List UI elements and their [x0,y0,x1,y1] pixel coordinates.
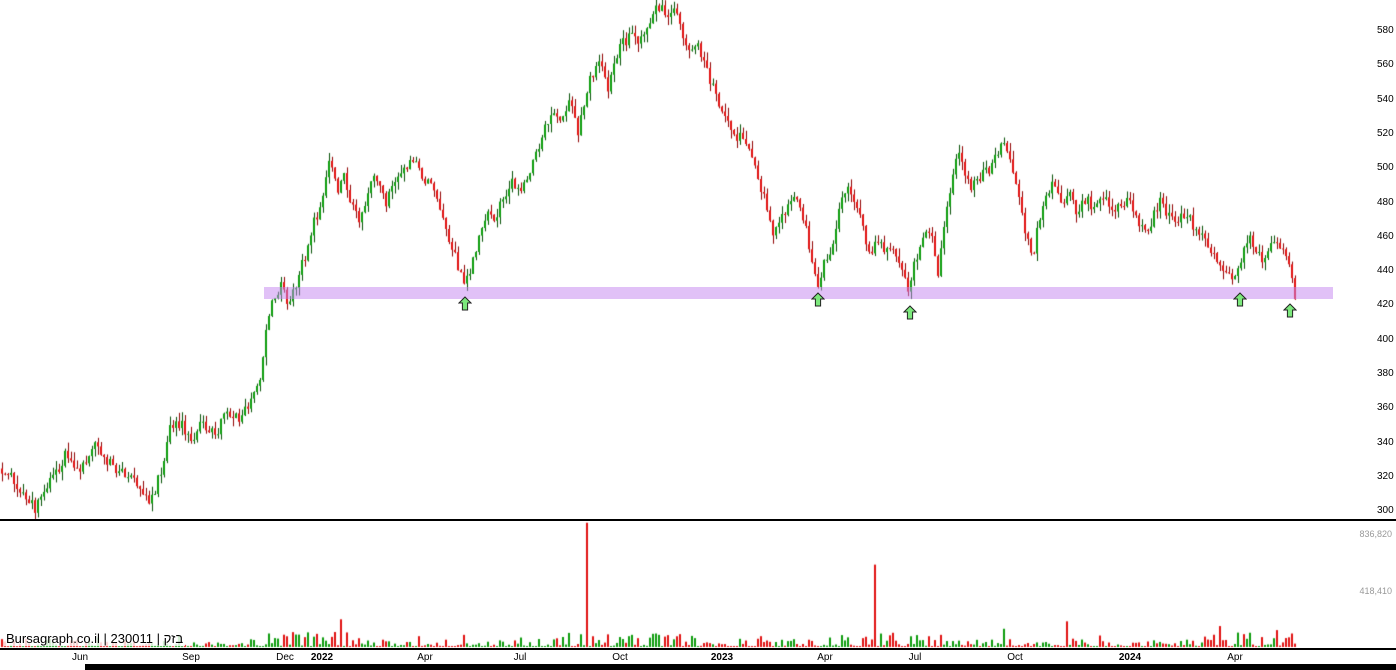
up-arrow-icon [903,305,917,320]
time-tick-label: 2022 [310,652,334,663]
chart-footer: Bursagraph.co.il | 230011 | בזק [4,631,186,646]
price-tick-label: 300 [1377,505,1394,517]
price-tick-label: 560 [1377,59,1394,71]
time-tick-label: Oct [1007,652,1023,663]
volume-tick-label: 836,820 [1359,529,1392,539]
time-tick-label: Apr [817,652,833,663]
price-tick-label: 500 [1377,162,1394,174]
price-tick-label: 400 [1377,333,1394,345]
price-tick-label: 520 [1377,127,1394,139]
up-arrow-icon [811,292,825,307]
price-tick-label: 320 [1377,471,1394,483]
price-tick-label: 420 [1377,299,1394,311]
price-tick-label: 460 [1377,230,1394,242]
time-tick-label: Oct [612,652,628,663]
price-tick-label: 580 [1377,24,1394,36]
price-tick-label: 380 [1377,368,1394,380]
time-tick-label: Dec [276,652,294,663]
price-tick-label: 440 [1377,265,1394,277]
up-arrow-icon [1283,303,1297,318]
up-arrow-icon [458,296,472,311]
time-tick-label: 2024 [1118,652,1142,663]
time-tick-label: Jun [71,652,89,663]
price-tick-label: 480 [1377,196,1394,208]
time-tick-label: Jul [908,652,922,663]
time-tick-label: Sep [182,652,200,663]
price-tick-label: 360 [1377,402,1394,414]
axis-separator-line [0,648,1396,650]
up-arrow-icon [1233,292,1247,307]
bottom-black-bar [85,664,1396,670]
pane-separator-line [0,519,1396,521]
time-tick-label: Apr [417,652,433,663]
price-tick-label: 340 [1377,436,1394,448]
time-tick-label: Jul [513,652,527,663]
price-tick-label: 540 [1377,93,1394,105]
time-tick-label: 2023 [710,652,734,663]
time-tick-label: Apr [1227,652,1243,663]
chart-footer-text: Bursagraph.co.il | 230011 | בזק [6,631,184,646]
volume-tick-label: 418,410 [1359,585,1392,596]
